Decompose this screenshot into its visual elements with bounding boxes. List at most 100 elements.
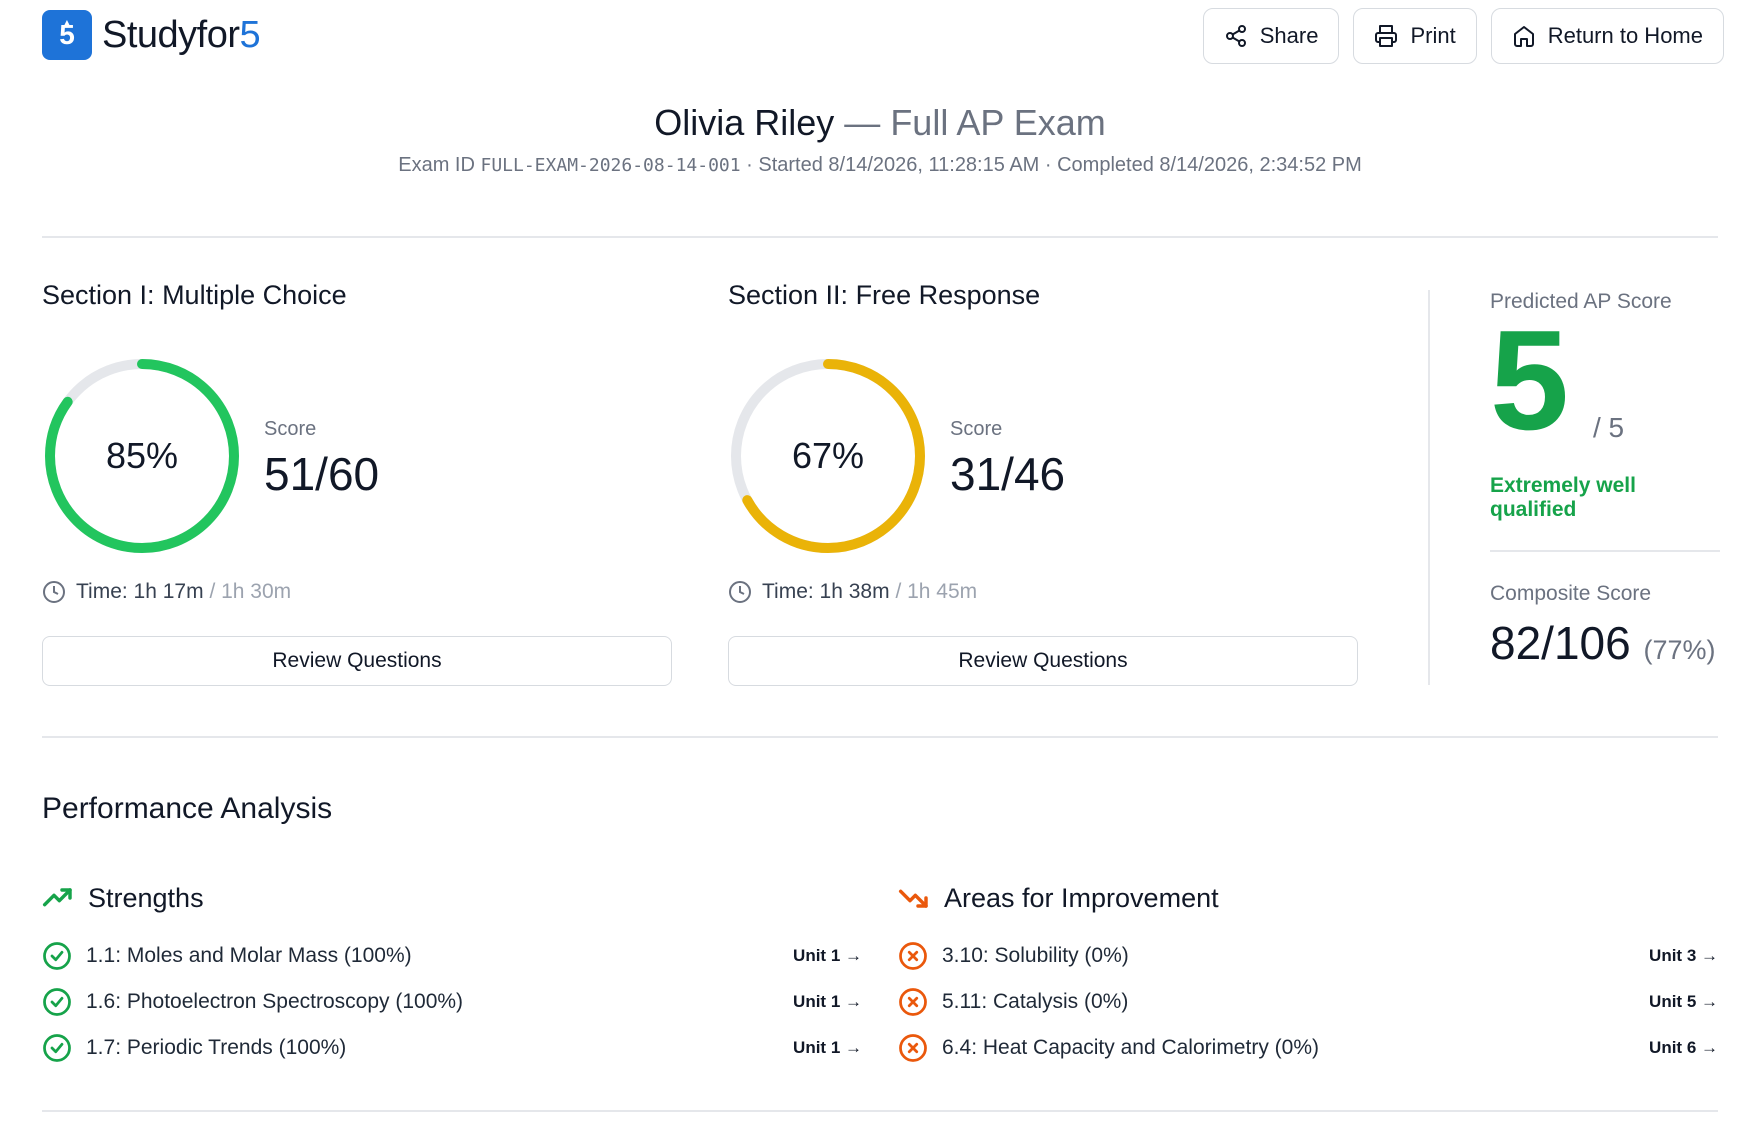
divider-bottom [42, 1110, 1718, 1112]
ring-percent-label: 85% [105, 435, 179, 476]
divider-top [42, 236, 1718, 238]
score-caption: Score [264, 418, 317, 440]
time-row: Time: 1h 17m / 1h 30m [42, 580, 291, 604]
score-caption: Score [950, 418, 1003, 440]
check-circle-icon [42, 987, 72, 1017]
logo-number: 5 [59, 19, 75, 50]
improvement-item[interactable]: 3.10: Solubility (0%) Unit 3 → [898, 938, 1718, 974]
exam-completed: · Completed 8/14/2026, 2:34:52 PM [1039, 154, 1362, 176]
share-icon [1225, 25, 1246, 47]
improvement-label: 3.10: Solubility (0%) [942, 944, 1129, 967]
time-spent: Time: 1h 17m [76, 580, 204, 603]
improvement-label: 6.4: Heat Capacity and Calorimetry (0%) [942, 1036, 1319, 1059]
predicted-score-value: 5 [1490, 301, 1569, 460]
exam-header: Olivia Riley — Full AP Exam Exam ID FULL… [0, 102, 1760, 177]
review-questions-button[interactable]: Review Questions [728, 636, 1358, 686]
section-title: Section I: Multiple Choice [42, 280, 347, 310]
composite-score-value: 82/106 [1490, 617, 1631, 669]
predicted-caption: Predicted AP Score [1490, 290, 1672, 313]
ring-progress [45, 359, 239, 553]
improvement-title: Areas for Improvement [944, 882, 1219, 913]
improvement-item[interactable]: 6.4: Heat Capacity and Calorimetry (0%) … [898, 1030, 1718, 1066]
progress-ring: 67% [728, 356, 928, 556]
improvement-column: Areas for Improvement 3.10: Solubility (… [898, 882, 1718, 1062]
exam-id-prefix: Exam ID [398, 154, 481, 176]
trending-up-icon [42, 888, 72, 907]
progress-ring-chart [45, 359, 239, 553]
unit-link[interactable]: Unit 6 → [1649, 1038, 1718, 1057]
header-actions: Share Print Return to Home [1202, 8, 1724, 64]
exam-meta: Exam ID FULL-EXAM-2026-08-14-001 · Start… [0, 154, 1760, 177]
predicted-divider [1490, 550, 1720, 552]
strength-label: 1.6: Photoelectron Spectroscopy (100%) [86, 990, 464, 1013]
x-circle-icon [898, 1033, 928, 1063]
strengths-column: Strengths 1.1: Moles and Molar Mass (100… [42, 882, 862, 1062]
x-circle-icon [898, 987, 928, 1017]
progress-ring: 85% [42, 356, 242, 556]
score-value: 31/46 [950, 448, 1066, 500]
predicted-score-description: Extremely well qualified [1490, 474, 1636, 521]
section-multiple-choice: Section I: Multiple Choice 85% Score 51/… [42, 280, 672, 700]
title-separator: — [834, 102, 891, 143]
score-block: Score 51/60 [264, 418, 379, 501]
ring-percent-label: 67% [791, 435, 865, 476]
strength-label: 1.1: Moles and Molar Mass (100%) [86, 944, 412, 967]
home-icon [1513, 26, 1534, 47]
unit-link[interactable]: Unit 1 → [793, 1038, 862, 1057]
return-home-button[interactable]: Return to Home [1490, 8, 1724, 64]
strengths-heading: Strengths [42, 882, 862, 914]
unit-link[interactable]: Unit 3 → [1649, 946, 1718, 965]
brand-logo[interactable]: ▲ 5 Studyfor5 [42, 10, 261, 60]
x-circle-icon [898, 941, 928, 971]
vertical-divider [1428, 290, 1430, 685]
student-name: Olivia Riley [654, 102, 835, 143]
brand-name-accent: 5 [239, 13, 261, 56]
print-label: Print [1410, 23, 1456, 48]
share-label: Share [1259, 23, 1319, 48]
section-free-response: Section II: Free Response 67% Score 31/4… [728, 280, 1358, 700]
progress-ring-chart [731, 359, 925, 553]
divider-middle [42, 736, 1718, 738]
trending-down-icon [898, 889, 928, 908]
unit-link[interactable]: Unit 1 → [793, 992, 862, 1011]
performance-analysis-title: Performance Analysis [42, 792, 333, 825]
logo-badge-icon: ▲ 5 [42, 10, 92, 60]
time-spent: Time: 1h 38m [762, 580, 890, 603]
clock-icon [43, 581, 65, 603]
score-value: 51/60 [264, 448, 380, 500]
strength-item[interactable]: 1.6: Photoelectron Spectroscopy (100%) U… [42, 984, 862, 1020]
graduation-cap-icon: ▲ [61, 16, 73, 30]
strength-item[interactable]: 1.7: Periodic Trends (100%) Unit 1 → [42, 1030, 862, 1066]
strength-label: 1.7: Periodic Trends (100%) [86, 1036, 347, 1059]
section-title: Section II: Free Response [728, 280, 1041, 310]
clock-icon [729, 581, 751, 603]
strength-item[interactable]: 1.1: Moles and Molar Mass (100%) Unit 1 … [42, 938, 862, 974]
ring-progress [731, 359, 925, 553]
share-button[interactable]: Share [1202, 8, 1340, 64]
exam-name: Full AP Exam [890, 102, 1106, 143]
exam-started: · Started 8/14/2026, 11:28:15 AM [740, 154, 1040, 176]
printer-icon [1375, 25, 1398, 47]
composite-score-percent: (77%) [1643, 635, 1716, 665]
improvement-item[interactable]: 5.11: Catalysis (0%) Unit 5 → [898, 984, 1718, 1020]
exam-id: FULL-EXAM-2026-08-14-001 [480, 155, 741, 176]
time-limit: / 1h 30m [203, 580, 292, 603]
review-questions-button[interactable]: Review Questions [42, 636, 672, 686]
improvement-label: 5.11: Catalysis (0%) [942, 990, 1129, 1013]
improvement-heading: Areas for Improvement [898, 882, 1718, 914]
unit-link[interactable]: Unit 1 → [793, 946, 862, 965]
composite-caption: Composite Score [1490, 582, 1652, 605]
score-block: Score 31/46 [950, 418, 1065, 501]
brand-name-prefix: Studyfor [102, 13, 240, 56]
return-home-label: Return to Home [1547, 23, 1703, 48]
predicted-score: 5 / 5 [1490, 310, 1720, 452]
unit-link[interactable]: Unit 5 → [1649, 992, 1718, 1011]
check-circle-icon [42, 941, 72, 971]
time-row: Time: 1h 38m / 1h 45m [728, 580, 977, 604]
brand-name: Studyfor5 [102, 13, 261, 57]
print-button[interactable]: Print [1353, 8, 1477, 64]
page-title: Olivia Riley — Full AP Exam [0, 102, 1760, 144]
check-circle-icon [42, 1033, 72, 1063]
predicted-score-max: / 5 [1592, 412, 1625, 443]
composite-score: 82/106 (77%) [1490, 616, 1720, 670]
